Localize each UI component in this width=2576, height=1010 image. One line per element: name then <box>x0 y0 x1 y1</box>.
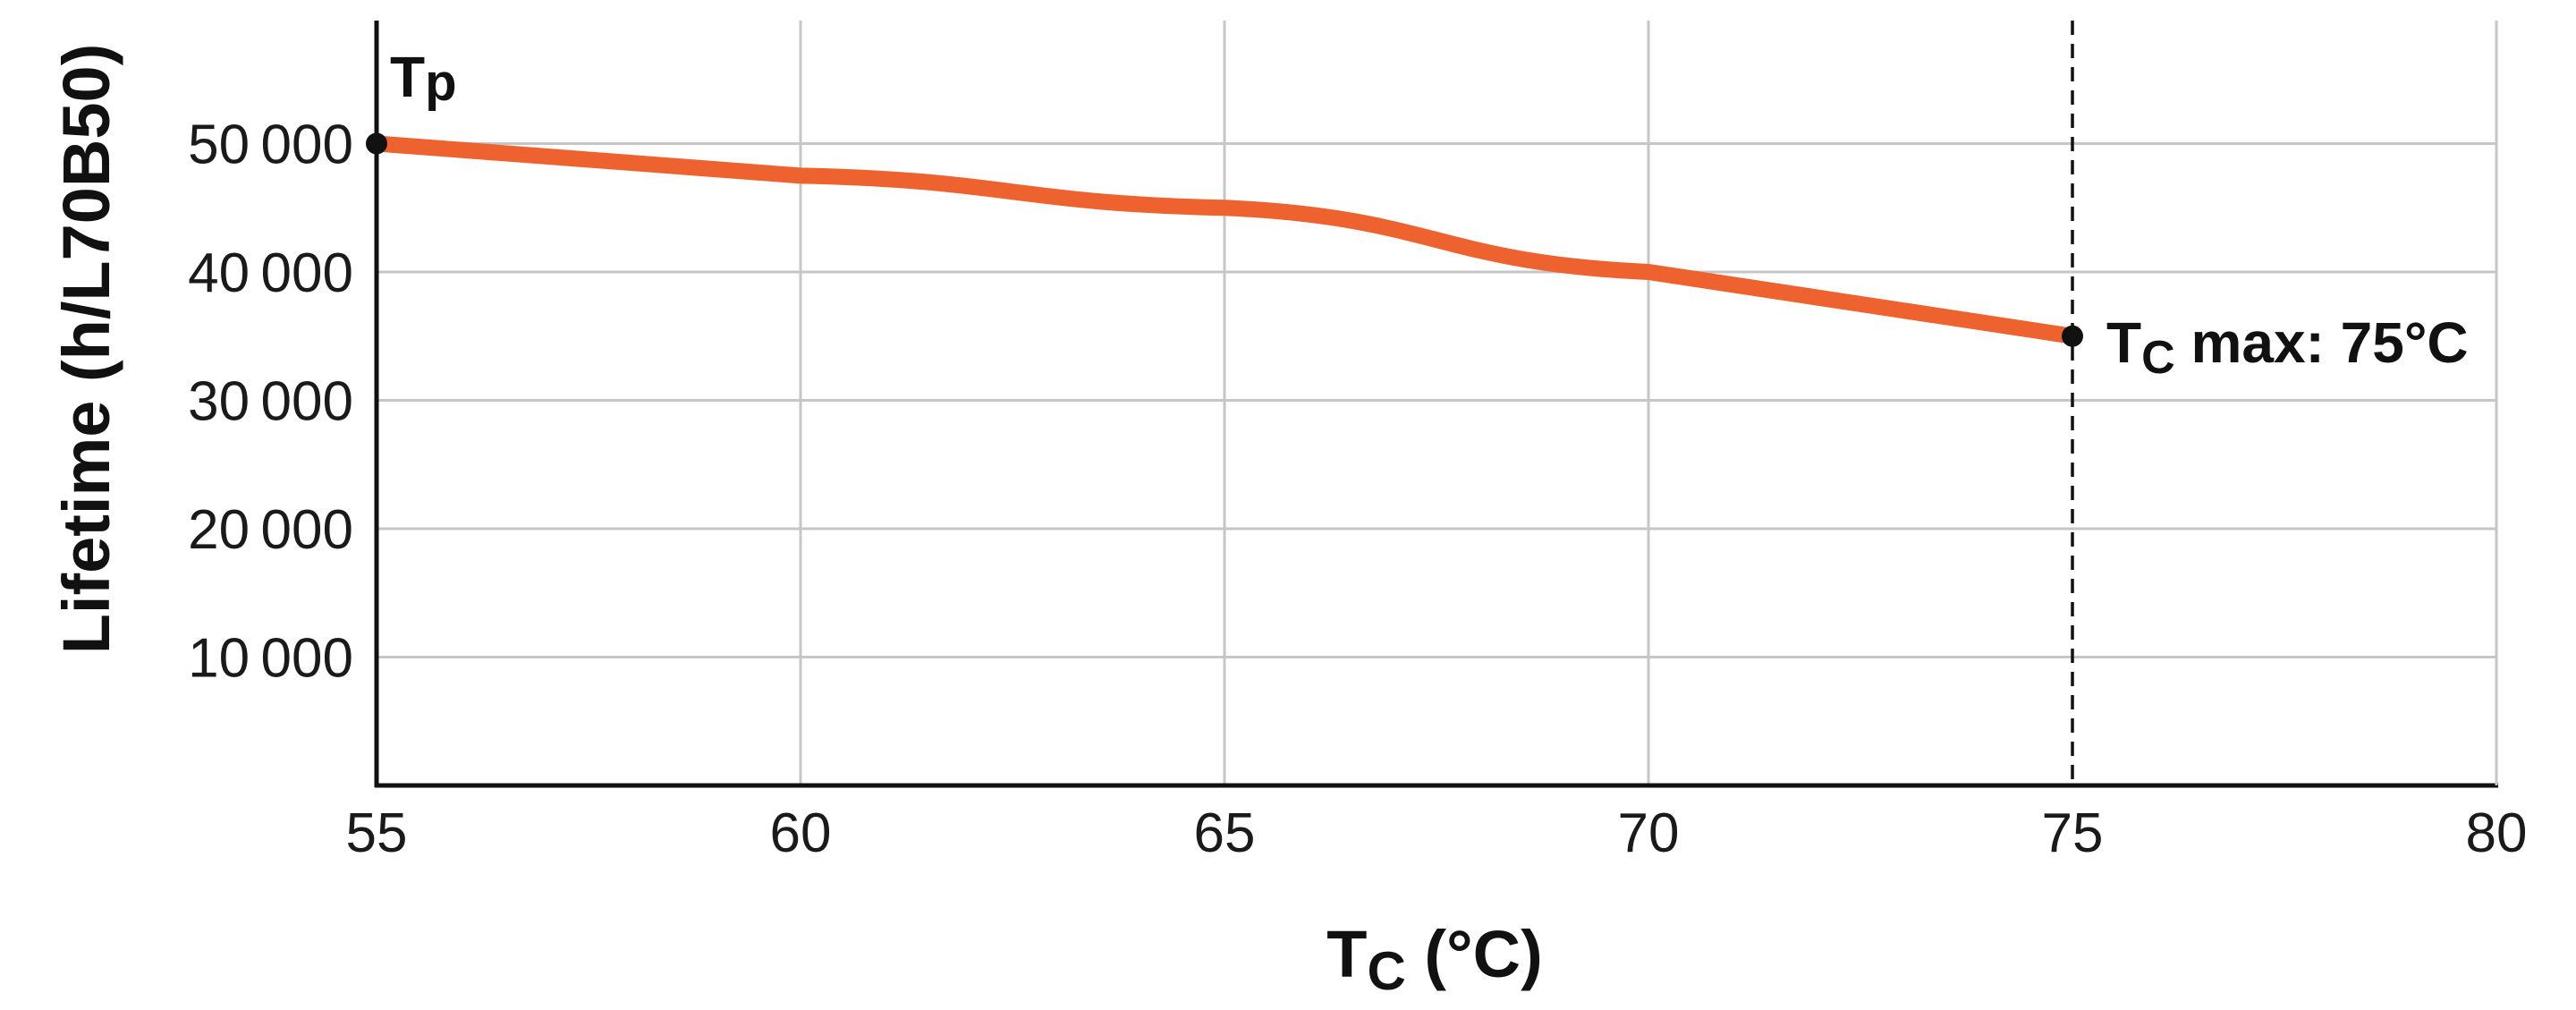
y-tick-label: 40 000 <box>188 242 353 304</box>
y-tick-label: 10 000 <box>188 628 353 690</box>
gridlines <box>377 21 2498 785</box>
lifetime-curve <box>369 135 2080 344</box>
tc-max-label: TC max: 75°C <box>2106 310 2469 384</box>
y-axis-title: Lifetime (h/L70B50) <box>49 44 123 655</box>
y-tick-label: 50 000 <box>188 115 353 176</box>
annotation-markers <box>366 132 2083 347</box>
annotation-dot <box>2062 325 2083 347</box>
x-tick-label: 65 <box>1194 802 1256 864</box>
x-tick-label: 75 <box>2042 802 2104 864</box>
tp-label: Tp <box>390 45 457 112</box>
x-tick-label: 70 <box>1618 802 1680 864</box>
x-tick-label: 60 <box>770 802 832 864</box>
y-tick-label: 20 000 <box>188 499 353 561</box>
y-tick-labels: 10 000 20 000 30 000 40 000 50 000 <box>188 115 353 690</box>
y-tick-label: 30 000 <box>188 371 353 433</box>
x-tick-labels: 55 60 65 70 75 80 <box>346 802 2528 864</box>
axes <box>374 21 2498 788</box>
x-tick-label: 55 <box>346 802 408 864</box>
x-tick-label: 80 <box>2466 802 2528 864</box>
annotation-dot <box>366 132 387 155</box>
x-axis-title: TC (°C) <box>1326 917 1542 1001</box>
